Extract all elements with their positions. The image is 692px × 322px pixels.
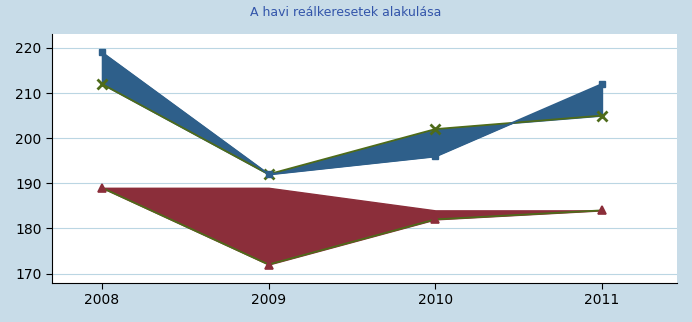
Text: A havi reálkeresetek alakulása: A havi reálkeresetek alakulása [251, 6, 441, 19]
